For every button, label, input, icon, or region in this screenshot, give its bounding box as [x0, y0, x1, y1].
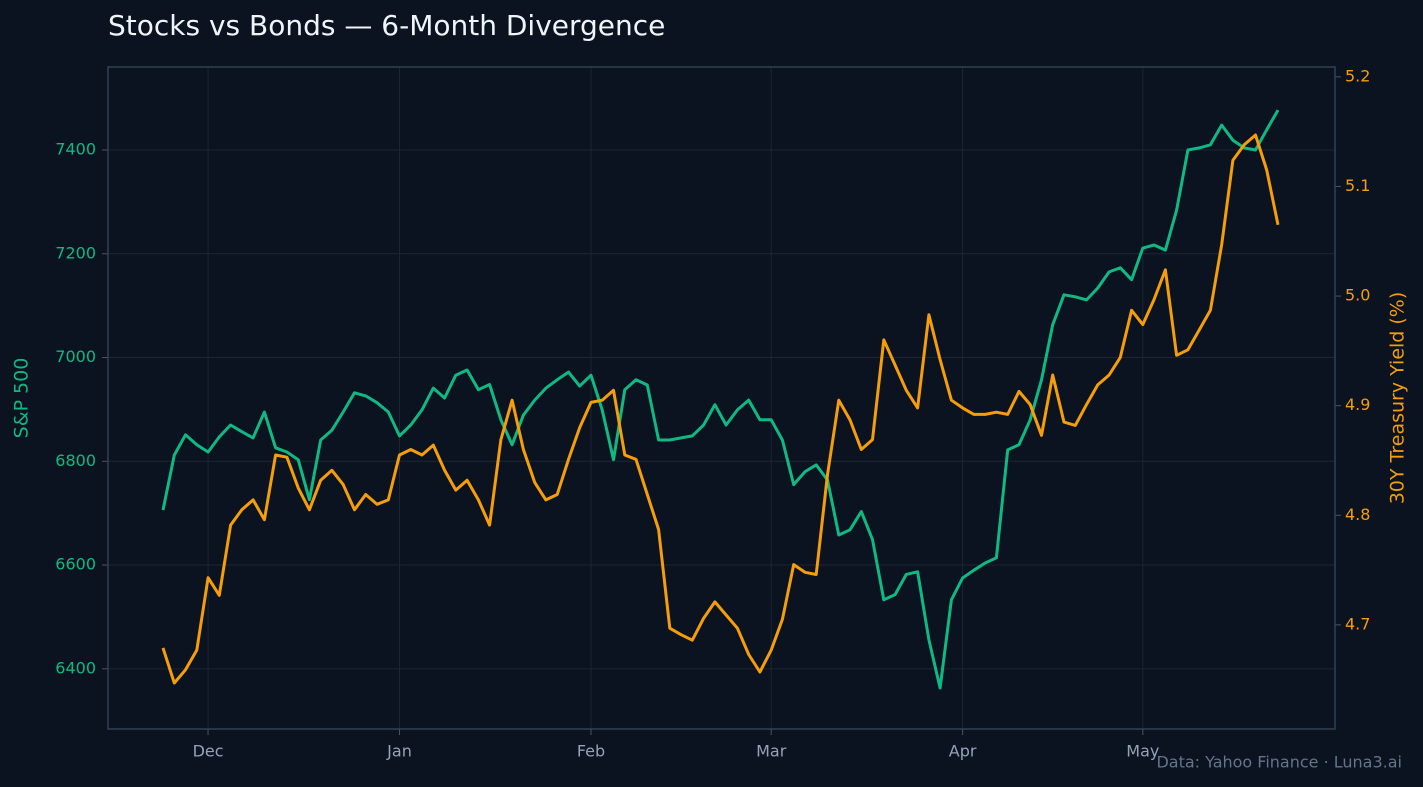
y-tick-label: 6800 — [55, 451, 96, 470]
x-tick-label: Jan — [386, 742, 412, 761]
x-tick-label: May — [1126, 742, 1159, 761]
y2-tick-label: 5.2 — [1345, 66, 1370, 85]
y-tick-label: 6600 — [55, 555, 96, 574]
y2-tick-label: 4.7 — [1345, 614, 1370, 633]
y2-tick-label: 5.1 — [1345, 176, 1370, 195]
y2-tick-label: 5.0 — [1345, 286, 1370, 305]
y2-axis-label: 30Y Treasury Yield (%) — [1387, 292, 1409, 505]
series-line — [161, 109, 1280, 690]
series-line — [161, 133, 1280, 685]
x-tick-label: Apr — [949, 742, 977, 761]
plot-frame — [107, 66, 1336, 730]
y2-tick-label: 4.9 — [1345, 395, 1370, 414]
y-axis-label: S&P 500 — [11, 358, 33, 439]
x-tick-label: Mar — [756, 742, 787, 761]
y2-tick-label: 4.8 — [1345, 505, 1370, 524]
x-tick-label: Dec — [193, 742, 224, 761]
x-tick-label: Feb — [577, 742, 605, 761]
y-tick-label: 7400 — [55, 140, 96, 159]
y-tick-label: 6400 — [55, 658, 96, 677]
y-tick-label: 7000 — [55, 347, 96, 366]
source-note: Data: Yahoo Finance · Luna3.ai — [1156, 753, 1402, 772]
y-tick-label: 7200 — [55, 243, 96, 262]
chart-title: Stocks vs Bonds — 6-Month Divergence — [108, 9, 665, 42]
